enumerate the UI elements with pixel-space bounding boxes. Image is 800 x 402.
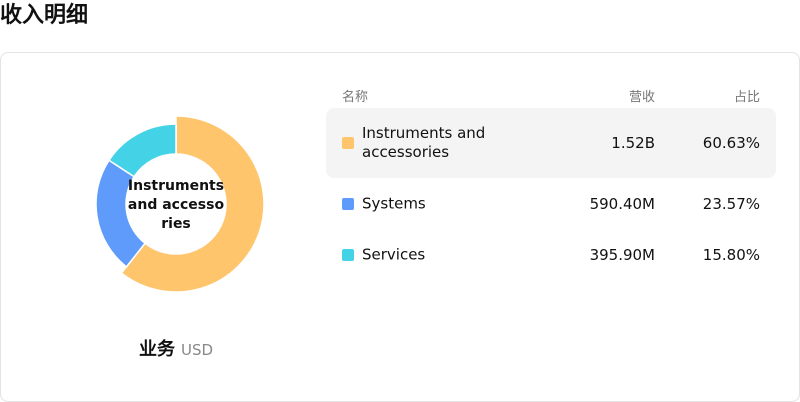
table-header: 名称 营收 占比 [326,83,776,108]
chart-caption-title: 业务 [138,339,175,360]
row-name: Services [362,245,426,263]
row-share: 23.57% [702,194,760,213]
row-revenue: 1.52B [611,134,655,152]
column-header-revenue: 营收 [628,90,655,105]
donut-center-label: Instruments and accessories [127,178,225,232]
donut-chart [95,115,265,293]
row-share: 15.80% [702,245,760,264]
donut-slice-services[interactable] [107,123,177,178]
chart-caption-unit: USD [180,341,214,359]
revenue-card: Instruments and accessories 业务 USD 名称 营收 … [0,52,800,402]
row-revenue: 590.40M [589,194,655,213]
column-header-name: 名称 [342,90,369,105]
table-row[interactable]: Instruments and accessories 1.52B 60.63% [326,108,776,178]
row-name: Instruments and accessories [362,124,486,161]
column-header-share: 占比 [733,90,760,105]
legend-swatch [342,197,354,210]
legend-swatch [342,137,354,149]
page-title: 收入明细 [0,3,89,28]
donut-slice-instruments-and-accessories[interactable] [120,115,265,293]
row-revenue: 395.90M [589,245,655,264]
table-row[interactable]: Services 395.90M 15.80% [326,229,776,280]
row-name: Systems [362,194,426,212]
legend-swatch [342,248,354,261]
row-share: 60.63% [702,134,760,152]
breakdown-table: 名称 营收 占比 Instruments and accessories 1.5… [326,83,776,280]
table-row[interactable]: Systems 590.40M 23.57% [326,178,776,229]
chart-caption: 业务 USD [1,338,351,362]
